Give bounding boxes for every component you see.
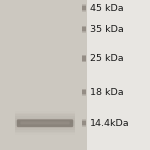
Bar: [15, 113, 75, 118]
Bar: [15, 130, 75, 135]
Bar: [82, 6, 86, 10]
Bar: [87, 0, 150, 150]
Bar: [82, 4, 86, 12]
Bar: [82, 88, 86, 96]
Bar: [15, 118, 75, 123]
Bar: [82, 55, 86, 62]
Text: 45 kDa: 45 kDa: [90, 4, 124, 13]
FancyBboxPatch shape: [17, 119, 73, 127]
Bar: [15, 128, 75, 133]
Bar: [15, 111, 75, 116]
Bar: [15, 114, 75, 120]
Text: 25 kDa: 25 kDa: [90, 54, 124, 63]
Bar: [82, 27, 86, 31]
Bar: [82, 26, 86, 32]
Bar: [0, 0, 87, 150]
Bar: [82, 26, 86, 33]
Bar: [82, 56, 86, 61]
Bar: [82, 121, 86, 125]
Text: 35 kDa: 35 kDa: [90, 25, 124, 34]
Bar: [15, 120, 75, 125]
Bar: [82, 119, 86, 127]
Text: 14.4kDa: 14.4kDa: [90, 118, 130, 127]
FancyBboxPatch shape: [20, 121, 70, 124]
Bar: [82, 90, 86, 94]
Text: 18 kDa: 18 kDa: [90, 88, 124, 97]
Bar: [82, 55, 86, 62]
Bar: [82, 120, 86, 126]
Bar: [82, 89, 86, 95]
Bar: [15, 123, 75, 128]
Bar: [15, 116, 75, 121]
Bar: [82, 5, 86, 11]
Bar: [15, 126, 75, 132]
Bar: [15, 125, 75, 130]
Bar: [15, 121, 75, 126]
